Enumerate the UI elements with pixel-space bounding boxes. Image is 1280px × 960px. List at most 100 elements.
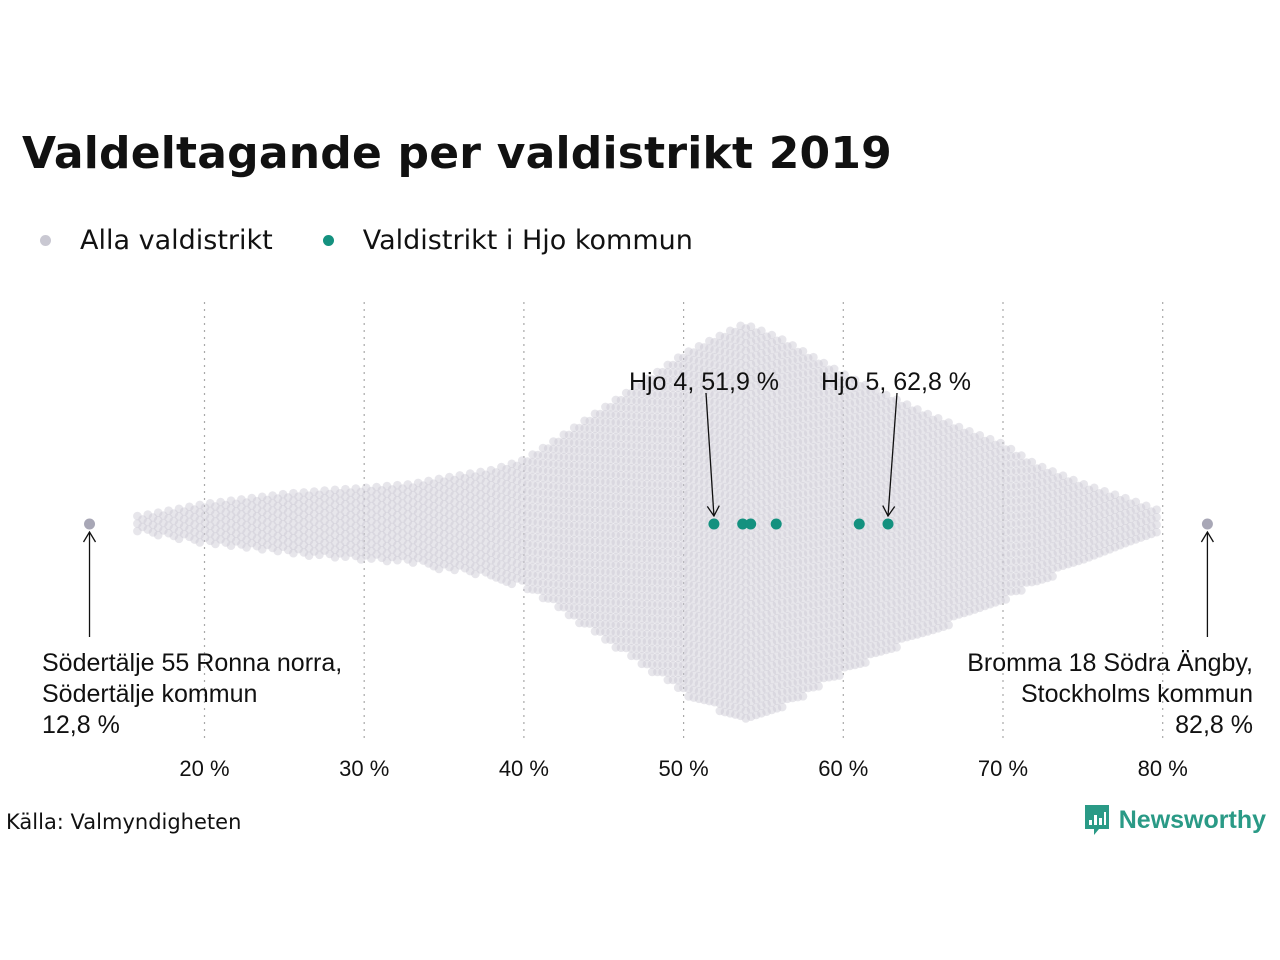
swarm-point — [653, 607, 662, 617]
swarm-point — [372, 482, 381, 492]
swarm-point — [450, 483, 459, 492]
swarm-point — [143, 510, 153, 519]
swarm-point — [554, 512, 563, 522]
swarm-point — [335, 526, 345, 536]
swarm-point — [611, 523, 621, 532]
swarm-point — [237, 540, 246, 549]
swarm-point — [569, 438, 579, 447]
swarm-point — [658, 600, 667, 609]
swarm-point — [528, 532, 537, 542]
swarm-point — [611, 485, 621, 495]
swarm-point — [580, 589, 589, 598]
swarm-point — [892, 643, 901, 652]
swarm-point — [585, 424, 595, 433]
swarm-point — [507, 564, 517, 574]
swarm-point — [465, 566, 475, 576]
swarm-point — [268, 528, 277, 538]
swarm-point — [559, 445, 569, 454]
swarm-point — [606, 530, 615, 539]
swarm-point — [528, 585, 537, 594]
swarm-point — [507, 474, 517, 484]
swarm-point — [133, 511, 142, 521]
swarm-point — [647, 502, 657, 512]
swarm-point — [616, 455, 626, 465]
swarm-point — [611, 538, 621, 547]
swarm-point — [627, 464, 636, 473]
swarm-point — [325, 519, 335, 529]
swarm-point — [595, 627, 605, 636]
swarm-point — [575, 483, 584, 493]
swarm-point — [658, 487, 667, 497]
swarm-point — [668, 450, 678, 460]
swarm-point — [543, 594, 553, 603]
swarm-point — [601, 410, 610, 419]
swarm-point — [554, 580, 563, 589]
annotation-label: Hjo 5, 62,8 % — [821, 368, 971, 396]
swarm-point — [668, 368, 678, 377]
swarm-point — [580, 454, 589, 463]
swarm-point — [611, 628, 621, 637]
swarm-point — [486, 555, 496, 565]
swarm-point — [559, 572, 569, 582]
swarm-point — [590, 469, 600, 479]
swarm-point — [533, 540, 543, 550]
swarm-point — [221, 530, 231, 540]
swarm-point — [668, 675, 678, 685]
swarm-point — [663, 503, 673, 512]
swarm-point — [621, 613, 631, 623]
swarm-point — [226, 496, 236, 505]
swarm-point — [653, 465, 662, 474]
swarm-point — [382, 556, 392, 566]
swarm-point — [658, 637, 667, 647]
swarm-point — [403, 547, 413, 557]
swarm-point — [585, 446, 595, 456]
swarm-point — [413, 478, 423, 488]
swarm-point — [647, 667, 657, 677]
swarm-point — [621, 591, 631, 600]
swarm-point — [330, 530, 340, 540]
swarm-point — [668, 503, 678, 512]
swarm-point — [632, 546, 641, 556]
swarm-point — [273, 516, 283, 526]
swarm-point — [320, 531, 329, 540]
swarm-point — [356, 502, 366, 512]
swarm-point — [590, 574, 600, 584]
swarm-point — [263, 533, 272, 542]
swarm-point — [564, 468, 574, 477]
swarm-point — [621, 576, 631, 585]
swarm-point — [361, 521, 371, 530]
swarm-point — [460, 548, 470, 558]
swarm-point — [481, 538, 491, 547]
swarm-point — [512, 551, 522, 561]
swarm-point — [653, 555, 662, 564]
x-axis-ticks: 20 % 30 % 40 % 50 % 60 % 70 % 80 % — [179, 756, 1187, 781]
swarm-point — [528, 510, 537, 519]
swarm-point — [647, 510, 657, 519]
swarm-point — [481, 485, 491, 495]
swarm-point — [289, 488, 298, 498]
swarm-point — [627, 539, 636, 548]
swarm-point — [497, 522, 506, 532]
swarm-point — [627, 501, 636, 511]
swarm-point — [320, 516, 329, 525]
swarm-point — [554, 482, 563, 492]
swarm-point — [611, 515, 621, 525]
swarm-point — [606, 627, 615, 637]
swarm-point — [528, 450, 537, 459]
swarm-point — [668, 585, 678, 595]
swarm-point — [138, 522, 147, 532]
swarm-point — [543, 526, 553, 536]
swarm-point — [169, 516, 179, 526]
swarm-point — [647, 615, 657, 624]
swarm-point — [1152, 520, 1161, 529]
swarm-point — [627, 524, 636, 533]
swarm-point — [450, 505, 459, 515]
swarm-point — [179, 507, 189, 516]
swarm-point — [543, 481, 553, 491]
swarm-point — [621, 621, 631, 630]
x-tick-label: 30 % — [339, 756, 389, 781]
swarm-point — [434, 557, 444, 566]
swarm-point — [595, 537, 605, 546]
swarm-point — [554, 542, 563, 552]
swarm-point — [257, 515, 267, 524]
